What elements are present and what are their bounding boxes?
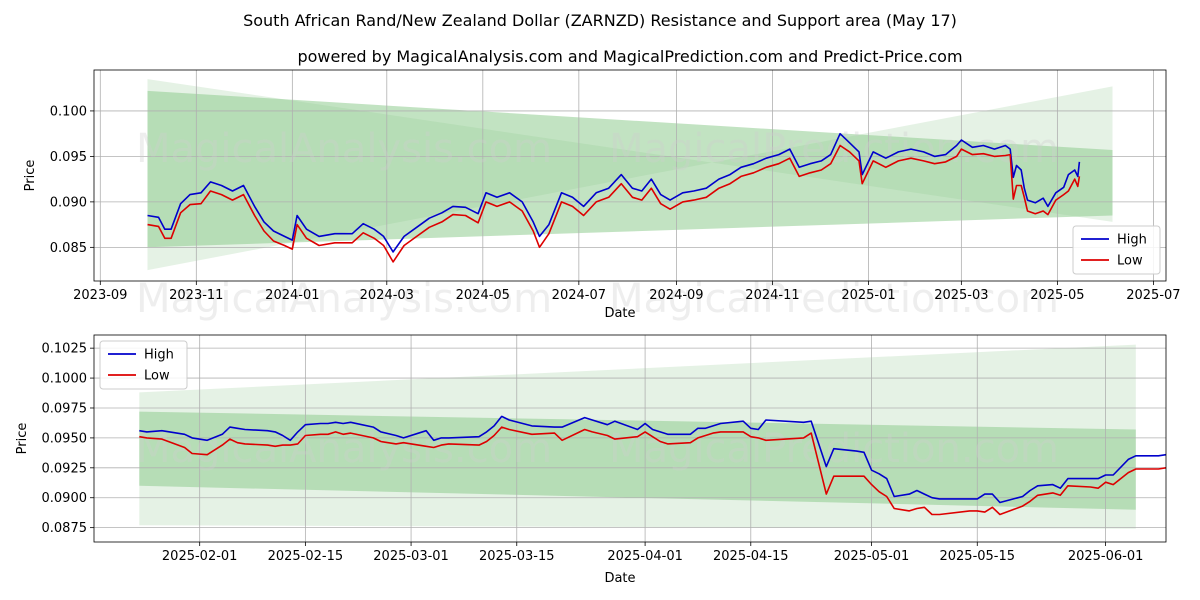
series-group: [147, 132, 1081, 263]
watermark-text: MagicalAnalysis.com: [136, 126, 552, 172]
x-tick-label: 2024-05: [456, 288, 510, 303]
x-tick-label: 2025-06-01: [1068, 549, 1144, 564]
x-tick-label: 2024-09: [649, 288, 703, 303]
x-tick-label: 2025-03: [934, 288, 988, 303]
x-tick-label: 2025-05: [1030, 288, 1084, 303]
x-tick-label: 2025-01: [841, 288, 895, 303]
y-tick-label: 0.100: [50, 104, 87, 119]
x-tick-label: 2025-04-15: [713, 549, 789, 564]
x-tick-label: 2024-07: [552, 288, 606, 303]
y-tick-label: 0.0875: [42, 521, 88, 536]
grid-group: [94, 70, 1166, 281]
bottom-panel: MagicalAnalysis.com MagicalPrediction.com…: [15, 334, 1167, 586]
y-tick-label: 0.090: [50, 195, 87, 210]
plot-frame: [93, 69, 1167, 282]
y-tick-label: 0.095: [50, 150, 87, 165]
x-tick-label: 2025-02-15: [268, 549, 344, 564]
legend-label-high: High: [144, 348, 174, 363]
x-tick-label: 2025-04-01: [607, 549, 683, 564]
y-tick-label: 0.1025: [42, 342, 88, 357]
band-dark: [147, 90, 1113, 248]
chart-title: South African Rand/New Zealand Dollar (Z…: [243, 11, 957, 30]
y-tick-label: 0.1000: [42, 372, 88, 387]
watermark-text: MagicalPrediction.com: [609, 276, 1059, 322]
legend: High Low: [1072, 225, 1161, 275]
legend: High Low: [99, 340, 188, 390]
series-line-high: [139, 415, 1166, 504]
legend-label-low: Low: [1117, 254, 1143, 269]
y-axis-label: Price: [23, 160, 38, 192]
y-tick-label: 0.0925: [42, 461, 88, 476]
y-tick-label: 0.0900: [42, 491, 88, 506]
series-line-high: [147, 132, 1081, 253]
y-tick-label: 0.085: [50, 241, 87, 256]
x-tick-label: 2024-03: [360, 288, 414, 303]
x-axis-label: Date: [604, 571, 635, 586]
top-panel: MagicalAnalysis.comMagicalAnalysis.comMa…: [23, 69, 1181, 322]
x-tick-label: 2024-01: [265, 288, 319, 303]
y-axis-label: Price: [15, 423, 30, 455]
x-tick-label: 2023-11: [169, 288, 223, 303]
series-line-low: [147, 144, 1081, 263]
legend-box: [1072, 225, 1161, 275]
series-group: [139, 415, 1166, 516]
band-group: [147, 79, 1113, 271]
chart-subtitle: powered by MagicalAnalysis.com and Magic…: [297, 47, 962, 66]
x-axis-label: Date: [604, 306, 635, 321]
series-line-low: [139, 426, 1166, 516]
watermark-text: MagicalAnalysis.com: [136, 426, 552, 472]
legend-box: [99, 340, 188, 390]
x-tick-label: 2025-03-01: [373, 549, 449, 564]
y-tick-label: 0.0975: [42, 401, 88, 416]
plot-frame: [93, 334, 1167, 543]
x-tick-label: 2025-03-15: [479, 549, 555, 564]
x-tick-label: 2025-07: [1126, 288, 1180, 303]
x-tick-label: 2025-05-15: [939, 549, 1015, 564]
x-tick-label: 2025-05-01: [834, 549, 910, 564]
x-tick-label: 2023-09: [73, 288, 127, 303]
y-tick-label: 0.0950: [42, 431, 88, 446]
legend-label-high: High: [1117, 233, 1147, 248]
x-tick-label: 2024-11: [745, 288, 799, 303]
band-dark: [139, 411, 1136, 510]
legend-label-low: Low: [144, 369, 170, 384]
x-tick-label: 2025-02-01: [162, 549, 238, 564]
